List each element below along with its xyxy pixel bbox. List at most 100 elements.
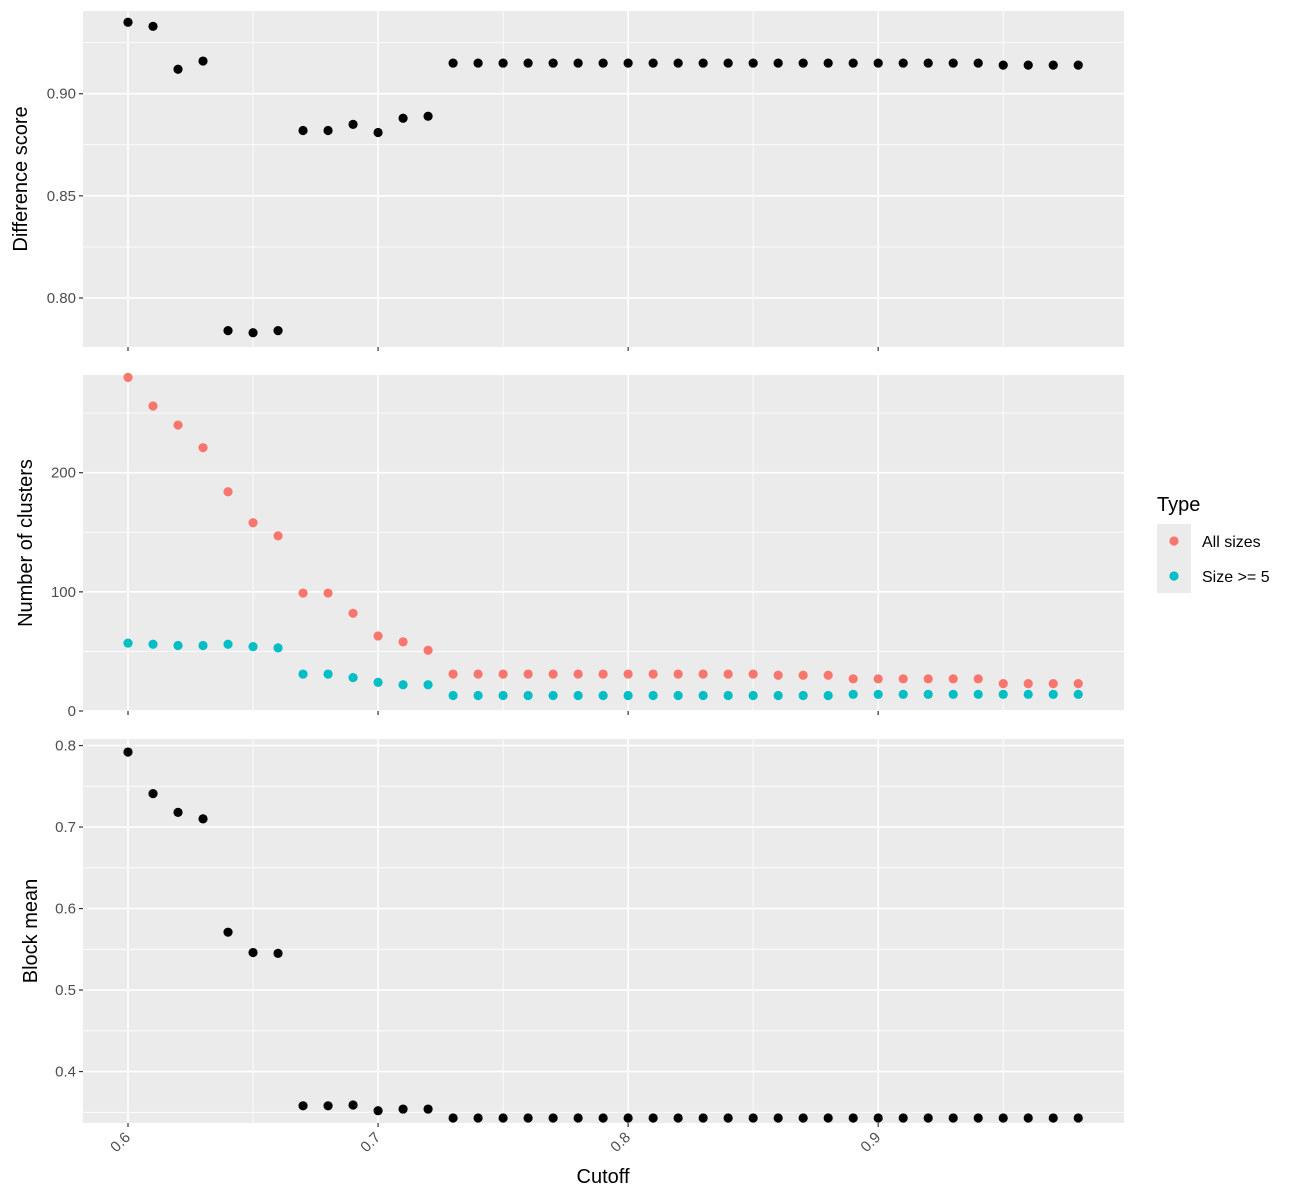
data-point bbox=[373, 1106, 383, 1116]
data-point bbox=[273, 531, 283, 541]
y-tick-label: 100 bbox=[51, 584, 76, 601]
data-point bbox=[373, 677, 383, 688]
series-2 bbox=[123, 638, 1083, 701]
y-axis-title: Difference score bbox=[10, 106, 32, 251]
data-point bbox=[823, 58, 833, 68]
panel-1: 0.80 0.85 0.90 Difference score bbox=[10, 11, 1124, 351]
data-point bbox=[1048, 689, 1058, 699]
y-tick-label: 0.4 bbox=[55, 1064, 76, 1081]
data-point bbox=[623, 1113, 633, 1123]
data-point bbox=[298, 669, 308, 679]
data-point bbox=[798, 58, 808, 68]
y-tick-label: 0.90 bbox=[47, 86, 76, 103]
data-point bbox=[873, 1113, 883, 1123]
data-point bbox=[898, 689, 908, 699]
data-point bbox=[898, 1113, 908, 1123]
legend-key bbox=[1169, 571, 1179, 581]
data-point bbox=[973, 58, 983, 68]
data-point bbox=[623, 690, 633, 701]
data-point bbox=[248, 328, 258, 338]
data-point bbox=[348, 119, 358, 129]
legend-label: Size >= 5 bbox=[1202, 569, 1270, 586]
data-point bbox=[548, 1113, 558, 1123]
data-point bbox=[1073, 678, 1083, 689]
y-tick-label: 200 bbox=[51, 465, 76, 482]
data-point bbox=[623, 669, 633, 679]
data-point bbox=[298, 125, 308, 136]
data-point bbox=[123, 747, 133, 757]
data-point bbox=[848, 58, 858, 68]
data-point bbox=[198, 640, 208, 651]
data-point bbox=[923, 689, 933, 699]
x-axis-title: Cutoff bbox=[577, 1166, 630, 1188]
data-point bbox=[1048, 1113, 1058, 1123]
data-point bbox=[423, 680, 433, 690]
series-1 bbox=[123, 17, 1083, 338]
data-point bbox=[698, 58, 708, 68]
data-point bbox=[473, 58, 483, 68]
data-point bbox=[1023, 689, 1033, 699]
data-point bbox=[373, 631, 383, 641]
y-tick-label: 0.6 bbox=[55, 901, 76, 918]
data-point bbox=[923, 58, 933, 68]
panel-background bbox=[83, 739, 1124, 1123]
data-point bbox=[598, 58, 608, 68]
data-point bbox=[473, 1113, 483, 1123]
data-point bbox=[448, 669, 458, 679]
data-point bbox=[748, 690, 758, 701]
data-point bbox=[548, 669, 558, 679]
data-point bbox=[148, 21, 158, 31]
data-point bbox=[173, 807, 183, 817]
data-point bbox=[1048, 60, 1058, 70]
data-point bbox=[898, 58, 908, 68]
data-point bbox=[523, 669, 533, 679]
data-point bbox=[773, 58, 783, 68]
data-point bbox=[823, 1113, 833, 1123]
data-point bbox=[373, 127, 383, 138]
data-point bbox=[673, 690, 683, 701]
data-point bbox=[323, 669, 333, 679]
data-point bbox=[798, 690, 808, 701]
data-point bbox=[948, 674, 958, 684]
data-point bbox=[548, 690, 558, 701]
data-point bbox=[598, 669, 608, 679]
data-point bbox=[648, 58, 658, 68]
data-point bbox=[573, 58, 583, 68]
data-point bbox=[123, 638, 133, 648]
data-point bbox=[1073, 689, 1083, 699]
data-point bbox=[723, 669, 733, 679]
data-point bbox=[673, 669, 683, 679]
y-axis-title: Number of clusters bbox=[15, 459, 37, 627]
data-point bbox=[348, 673, 358, 683]
legend-key-background bbox=[1157, 524, 1191, 593]
data-point bbox=[748, 58, 758, 68]
data-point bbox=[498, 58, 508, 68]
y-tick-label: 0.7 bbox=[55, 819, 76, 836]
data-point bbox=[798, 1113, 808, 1123]
data-point bbox=[998, 60, 1008, 70]
data-point bbox=[573, 669, 583, 679]
data-point bbox=[1048, 678, 1058, 689]
x-tick-label: 0.9 bbox=[857, 1129, 884, 1156]
data-point bbox=[598, 1113, 608, 1123]
data-point bbox=[1073, 1113, 1083, 1123]
data-point bbox=[148, 401, 158, 411]
data-point bbox=[648, 690, 658, 701]
data-point bbox=[173, 640, 183, 651]
data-point bbox=[873, 674, 883, 684]
data-point bbox=[848, 1113, 858, 1123]
panel-3: 0.4 0.5 0.6 0.7 0.8 Block mean bbox=[20, 738, 1124, 1127]
data-point bbox=[123, 372, 133, 382]
data-point bbox=[548, 58, 558, 68]
data-point bbox=[773, 1113, 783, 1123]
data-point bbox=[873, 58, 883, 68]
data-point bbox=[273, 948, 283, 958]
data-point bbox=[673, 58, 683, 68]
data-point bbox=[923, 674, 933, 684]
data-point bbox=[398, 637, 408, 647]
data-point bbox=[723, 690, 733, 701]
data-point bbox=[323, 125, 333, 136]
data-point bbox=[648, 1113, 658, 1123]
data-point bbox=[148, 789, 158, 799]
